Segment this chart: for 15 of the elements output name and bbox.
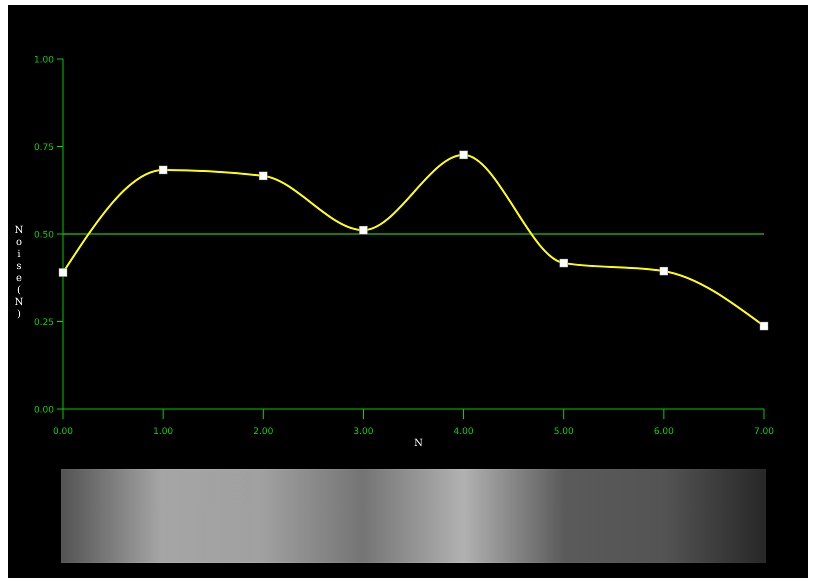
y-tick-label: 0.50 [34, 230, 54, 240]
y-tick-label: 0.25 [34, 318, 54, 328]
x-tick-label: 1.00 [153, 427, 174, 437]
y-tick-label: 0.00 [34, 406, 54, 416]
x-tick-label: 4.00 [454, 427, 474, 437]
x-axis-title: N [414, 438, 424, 449]
y-axis-title: Noise(N) [14, 225, 24, 320]
x-tick-label: 5.00 [554, 427, 574, 437]
y-tick-label: 0.75 [34, 143, 54, 153]
x-tick-label: 6.00 [654, 427, 674, 437]
y-tick-label: 1.00 [34, 56, 54, 66]
x-tick-label: 2.00 [253, 427, 274, 437]
x-tick-label: 7.00 [754, 427, 774, 437]
x-tick-label: 0.00 [52, 427, 74, 437]
x-tick-label: 3.00 [353, 427, 374, 437]
